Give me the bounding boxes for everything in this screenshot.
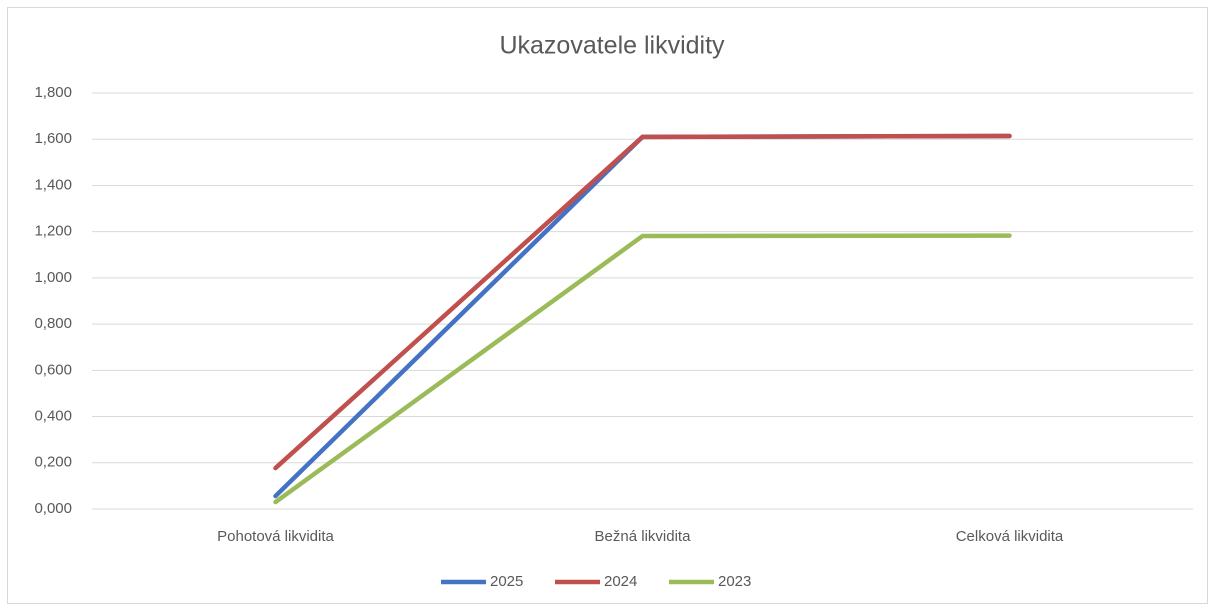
legend-label: 2024: [604, 573, 637, 590]
y-tick-label: 1,200: [34, 223, 72, 240]
x-tick-label: Pohotová likvidita: [217, 528, 334, 545]
y-tick-label: 1,000: [34, 269, 72, 286]
line-series: [273, 133, 1012, 471]
line-series: [273, 233, 1012, 505]
legend-label: 2023: [718, 573, 751, 590]
y-tick-label: 0,400: [34, 408, 72, 425]
y-tick-label: 1,400: [34, 176, 72, 193]
chart-border: [7, 7, 1208, 604]
x-tick-label: Celková likvidita: [956, 528, 1064, 545]
chart-title: Ukazovatele likvidity: [499, 32, 725, 60]
y-tick-label: 0,800: [34, 315, 72, 332]
y-tick-label: 1,600: [34, 130, 72, 147]
y-tick-label: 0,600: [34, 361, 72, 378]
y-tick-label: 0,000: [34, 500, 72, 517]
x-tick-label: Bežná likvidita: [595, 528, 692, 545]
y-tick-label: 0,200: [34, 454, 72, 471]
legend-label: 2025: [490, 573, 523, 590]
y-tick-label: 1,800: [34, 84, 72, 101]
